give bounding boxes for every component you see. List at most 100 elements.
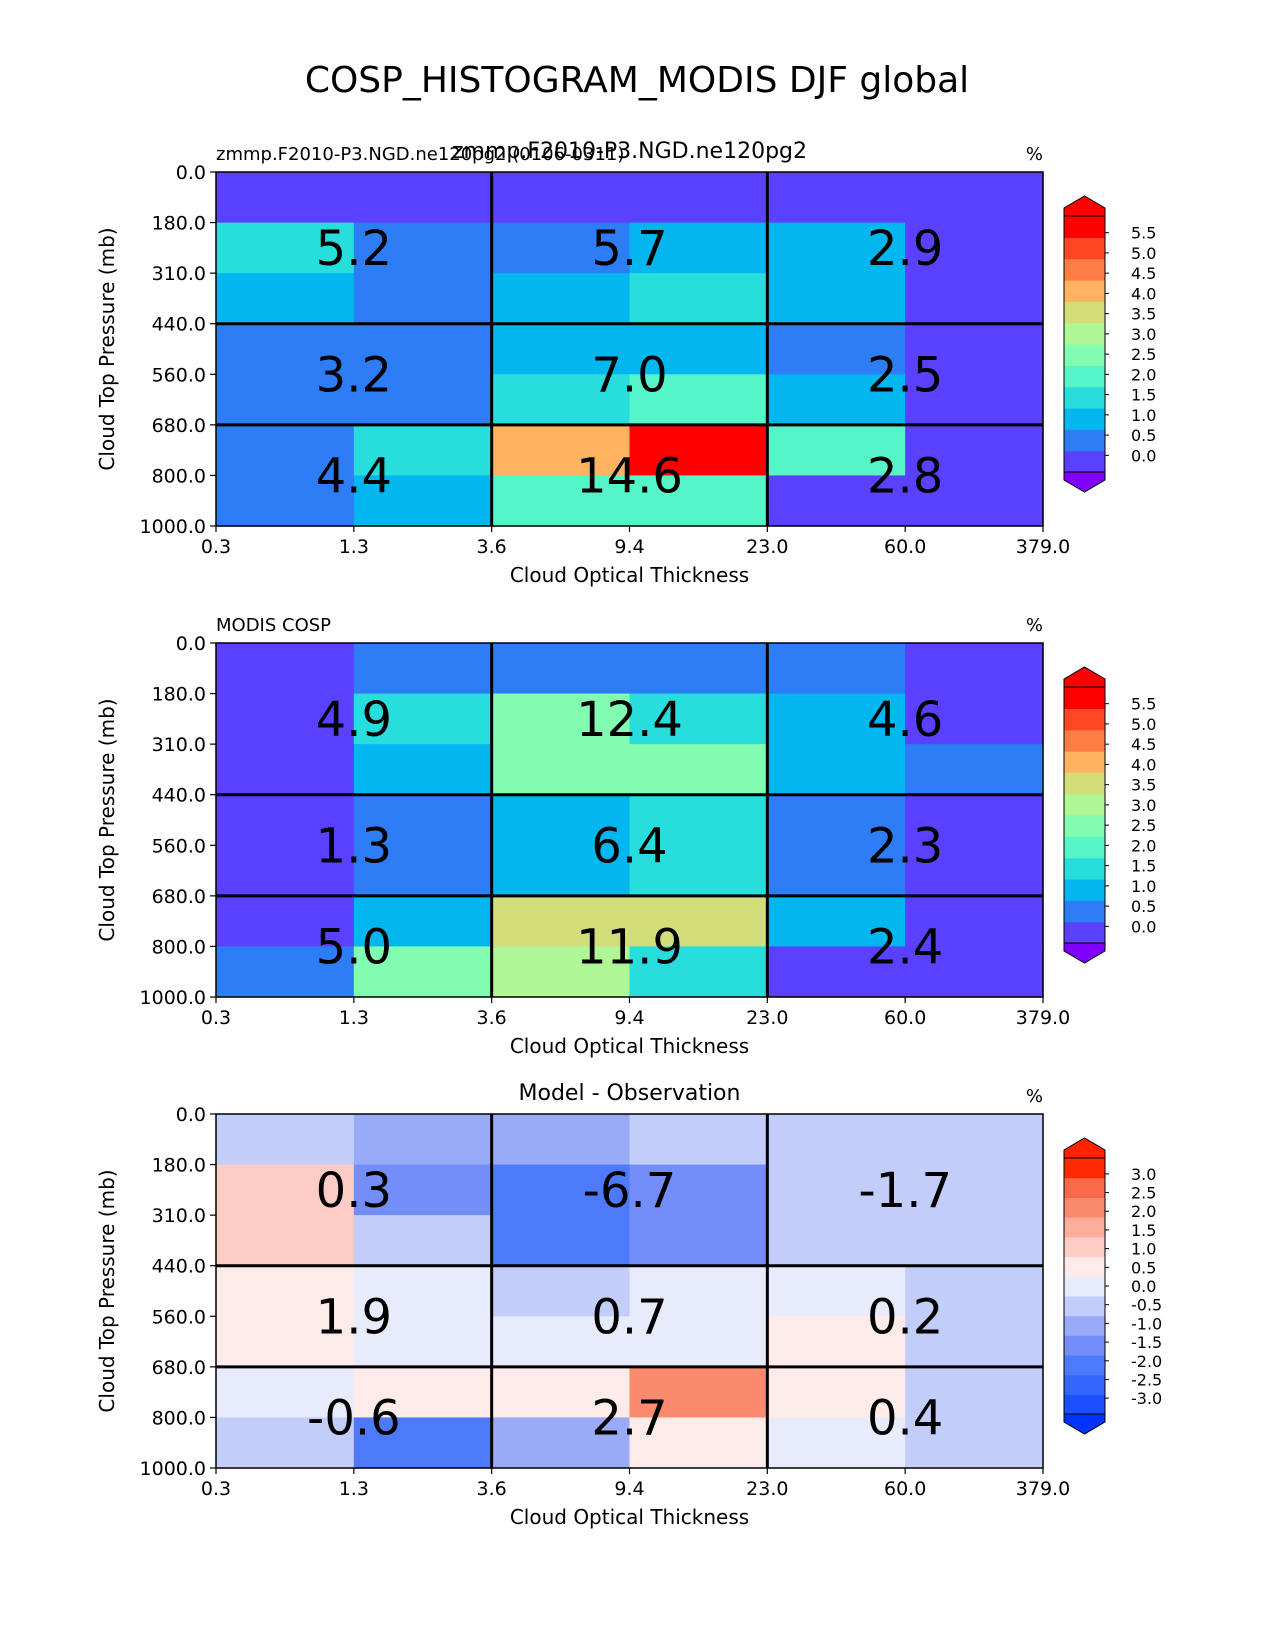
heatmap-cell [629,794,768,846]
y-tick-label: 440.0 [152,785,206,807]
colorbar-bin [1064,793,1105,816]
colorbar-bin [1064,729,1105,752]
colorbar-tick-label: 3.5 [1131,776,1156,795]
panel-title-center: Model - Observation [519,1081,741,1106]
y-axis-label: Cloud Top Pressure (mb) [95,1169,119,1412]
heatmap-panels: 5.2 5.7 2.9 3.2 7.0 2.5 4.4 14.6 2.8 0.0 180.0 310.… [95,139,1162,1529]
heatmap-cell [353,643,493,695]
heatmap-cell [629,1215,768,1267]
colorbar-bin [1064,687,1105,709]
heatmap-cell [216,845,355,897]
heatmap-cell [629,374,768,426]
heatmap-cell [491,744,631,796]
heatmap-cell [216,475,355,527]
colorbar-tick-label: 1.0 [1131,877,1156,896]
heatmap-cell [767,1215,906,1267]
heatmap-cell [491,1265,631,1317]
colorbar-bin [1064,1374,1105,1395]
x-axis-label: Cloud Optical Thickness [510,563,749,587]
heatmap-cell [491,895,631,948]
y-tick-label: 800.0 [152,465,206,487]
colorbar-bin [1064,836,1105,859]
heatmap-cell [905,845,1044,897]
colorbar-bin [1064,344,1105,366]
heatmap-cell [216,1164,355,1216]
colorbar-bin [1064,258,1105,281]
heatmap-cell [353,323,493,375]
colorbar-bin [1064,1354,1105,1376]
y-axis-label: Cloud Top Pressure (mb) [95,698,119,941]
heatmap-cell [905,1366,1044,1419]
y-tick-label: 560.0 [152,1306,206,1328]
heatmap-cell [353,744,493,796]
heatmap-cell [905,1417,1044,1469]
block-value-label: 5.7 [591,221,667,277]
heatmap-cell [767,475,906,527]
figure-title: COSP_HISTOGRAM_MODIS DJF global [305,60,969,101]
colorbar-bin [1064,772,1105,795]
heatmap-cell [905,172,1044,224]
heatmap-cell [353,1164,493,1216]
heatmap-cell [491,643,631,695]
colorbar: -3.0-2.5-2.0-1.5-1.0-0.50.00.51.01.52.02… [1063,1137,1162,1435]
colorbar-tick-label: 4.0 [1131,755,1156,774]
heatmap-cell [767,273,906,325]
colorbar-bin [1064,237,1105,260]
heatmap-panel-1: 5.2 5.7 2.9 3.2 7.0 2.5 4.4 14.6 2.8 0.0 180.0 310.… [95,139,1156,587]
block-value-label: 2.5 [867,347,943,403]
colorbar-tick-label: 5.0 [1131,244,1156,263]
colorbar-bin [1064,879,1105,901]
heatmap-cell [767,424,906,477]
heatmap-panel-2: 4.9 12.4 4.6 1.3 6.4 2.3 5.0 11.9 2.4 0.0 180.0 310… [95,615,1156,1058]
heatmap-cell [629,643,768,695]
y-tick-label: 1000.0 [140,987,206,1009]
heatmap-cell [491,475,631,527]
y-tick-label: 680.0 [152,886,206,908]
heatmap-cell [491,794,631,846]
heatmap-cell [353,1316,493,1368]
block-value-label: 1.9 [316,1289,392,1345]
heatmap-cell [629,1114,768,1166]
x-tick-label: 1.3 [339,1007,369,1029]
heatmap-cell [491,273,631,325]
heatmap-cell [767,693,906,745]
colorbar-tick-label: -1.0 [1131,1314,1162,1333]
colorbar-tick-label: 1.5 [1131,1221,1156,1240]
heatmap-cell [905,693,1044,745]
block-value-label: 2.4 [867,919,943,975]
heatmap-cell [629,172,768,224]
x-tick-label: 3.6 [477,1007,507,1029]
x-tick-label: 23.0 [746,1007,788,1029]
block-value-label: 5.0 [316,919,392,975]
heatmap-cell [629,273,768,325]
heatmap-cell [767,1366,906,1419]
heatmap-cell [905,1316,1044,1368]
block-value-label: -0.6 [307,1390,401,1446]
heatmap-cell [216,744,355,796]
colorbar-tick-label: 2.5 [1131,1184,1156,1203]
y-tick-label: 180.0 [152,684,206,706]
heatmap-cell [767,1316,906,1368]
heatmap-cell [491,222,631,274]
heatmap-cell [353,374,493,426]
heatmap-cell [491,1215,631,1267]
colorbar-bin [1064,280,1105,302]
block-value-label: 2.7 [591,1390,667,1446]
panel-title-center: zmmp.F2010-P3.NGD.ne120pg2 [452,139,807,164]
colorbar-tick-label: 2.5 [1131,345,1156,364]
heatmap-cell [353,1114,493,1166]
colorbar-bin [1064,751,1105,773]
heatmap-cell [629,744,768,796]
colorbar-bin [1064,921,1105,944]
x-tick-label: 3.6 [477,1478,507,1500]
colorbar-bin [1064,408,1105,430]
y-tick-label: 180.0 [152,213,206,235]
y-tick-label: 440.0 [152,1256,206,1278]
heatmap-cell [629,1316,768,1368]
heatmap-cell [353,1215,493,1267]
heatmap-cell [629,1417,768,1469]
x-tick-label: 1.3 [339,1478,369,1500]
colorbar-extend-max [1063,1137,1106,1159]
heatmap-cell [216,1215,355,1267]
block-value-label: 4.4 [316,448,392,504]
